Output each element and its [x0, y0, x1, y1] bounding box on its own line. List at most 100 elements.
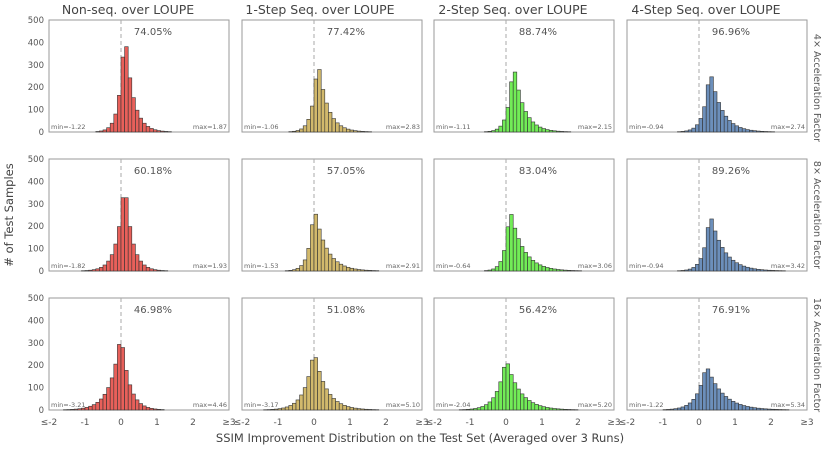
y-tick-label: 500: [28, 294, 44, 304]
histogram-bar: [541, 128, 546, 133]
histogram-bar: [120, 197, 125, 272]
histogram-bar: [124, 197, 129, 272]
histogram-bar: [520, 393, 525, 411]
histogram-bar: [120, 56, 125, 133]
x-tick-label: ≥3: [222, 418, 235, 428]
histogram-bar: [113, 243, 118, 272]
histogram-bar: [106, 127, 111, 133]
y-tick-label: 500: [28, 16, 44, 26]
histogram-bar: [767, 269, 772, 272]
x-tick-label: 2: [190, 418, 196, 428]
histogram-bar: [556, 130, 561, 133]
histogram-bar: [494, 266, 500, 272]
histogram-bar: [734, 402, 739, 411]
histogram-bar: [127, 226, 133, 272]
histogram-bar: [480, 406, 485, 411]
histogram-bar: [364, 408, 369, 411]
histogram-bar: [364, 269, 369, 272]
row-label-2: 16× Acceleration Factor: [811, 298, 822, 412]
histogram-bar: [695, 393, 700, 411]
percent-label: 83.04%: [519, 166, 557, 177]
histogram-bar: [509, 374, 514, 411]
histogram-bar: [331, 118, 336, 133]
histogram-bar: [552, 408, 557, 411]
x-tick-label: ≤-2: [619, 418, 636, 428]
histogram-bar: [520, 246, 525, 272]
max-label: max=2.91: [386, 262, 420, 270]
histogram-bar: [702, 106, 707, 133]
histogram-bar: [534, 404, 539, 411]
y-tick-label: 500: [28, 155, 44, 165]
col-title-3: 4-Step Seq. over LOUPE: [631, 2, 780, 17]
col-title-0: Non-seq. over LOUPE: [62, 2, 194, 17]
histogram-bar: [328, 111, 333, 133]
histogram-bar: [545, 267, 550, 272]
histogram-bar: [292, 402, 297, 411]
histogram-bar: [516, 388, 521, 411]
percent-label: 56.42%: [519, 305, 557, 316]
histogram-bar: [770, 408, 775, 411]
histogram-bar: [295, 130, 300, 133]
percent-label: 46.98%: [134, 305, 172, 316]
panel-r2-c2: 56.42% min=-2.04 max=5.20 ≤-2 -1 0 1 2 ≥3: [426, 297, 621, 428]
histogram-bar: [502, 119, 507, 133]
histogram-bar: [727, 120, 732, 133]
histogram-bar: [135, 254, 140, 272]
histogram-bar: [713, 91, 718, 133]
histogram-bar: [680, 406, 685, 411]
panel-r2-c3: 76.91% min=-1.22 max=5.34 ≤-2 -1 0 1 2 ≥3: [619, 297, 814, 428]
y-tick-label: 400: [28, 177, 44, 187]
histogram-bar: [516, 238, 521, 272]
histogram-bar: [530, 121, 536, 133]
histogram-bar: [520, 102, 525, 133]
x-tick-label: 1: [154, 418, 160, 428]
y-tick-label: 100: [28, 384, 44, 394]
y-tick-label: 100: [28, 245, 44, 255]
histogram-bar: [538, 126, 543, 133]
histogram-bar: [142, 405, 147, 411]
histogram-bar: [509, 214, 514, 272]
x-tick-label: 1: [732, 418, 738, 428]
histogram-bar: [731, 123, 736, 133]
histogram-bar: [484, 404, 489, 411]
histogram-bar: [320, 89, 326, 133]
max-label: max=5.10: [386, 401, 420, 409]
percent-label: 74.05%: [134, 27, 172, 38]
histogram-bar: [566, 270, 572, 272]
histogram-bar: [84, 407, 89, 411]
histogram-bar: [313, 78, 318, 133]
histogram-bar: [349, 129, 354, 133]
histogram-bar: [552, 130, 557, 133]
histogram-bar: [113, 363, 118, 411]
histogram-bar: [288, 405, 293, 411]
histogram-bar: [695, 264, 700, 272]
histogram-bar: [95, 402, 100, 411]
histogram-bar: [548, 407, 554, 411]
histogram-bar: [756, 268, 761, 272]
histogram-bar: [331, 398, 336, 411]
histogram-bar: [320, 381, 326, 411]
histogram-bar: [720, 247, 725, 272]
histogram-bar: [473, 408, 478, 411]
y-tick-label: 200: [28, 222, 44, 232]
histogram-bar: [131, 393, 136, 411]
histogram-bar: [335, 401, 340, 411]
histogram-bar: [563, 269, 568, 272]
histogram-bar: [709, 376, 714, 411]
histogram-bar: [723, 252, 729, 272]
histogram-bar: [302, 125, 308, 133]
histogram-bar: [752, 407, 757, 411]
histogram-bar: [534, 262, 539, 272]
histogram-bar: [738, 264, 743, 272]
histogram-bar: [556, 269, 561, 272]
y-tick-label: 300: [28, 61, 44, 71]
histogram-bar: [295, 399, 300, 411]
max-label: max=3.06: [578, 262, 612, 270]
histogram-bar: [545, 129, 550, 133]
histogram-bar: [770, 270, 775, 272]
histogram-bar: [338, 403, 344, 411]
panel-r1-c3: 89.26% min=-0.94 max=3.42: [626, 158, 808, 272]
histogram-bar: [687, 402, 693, 411]
